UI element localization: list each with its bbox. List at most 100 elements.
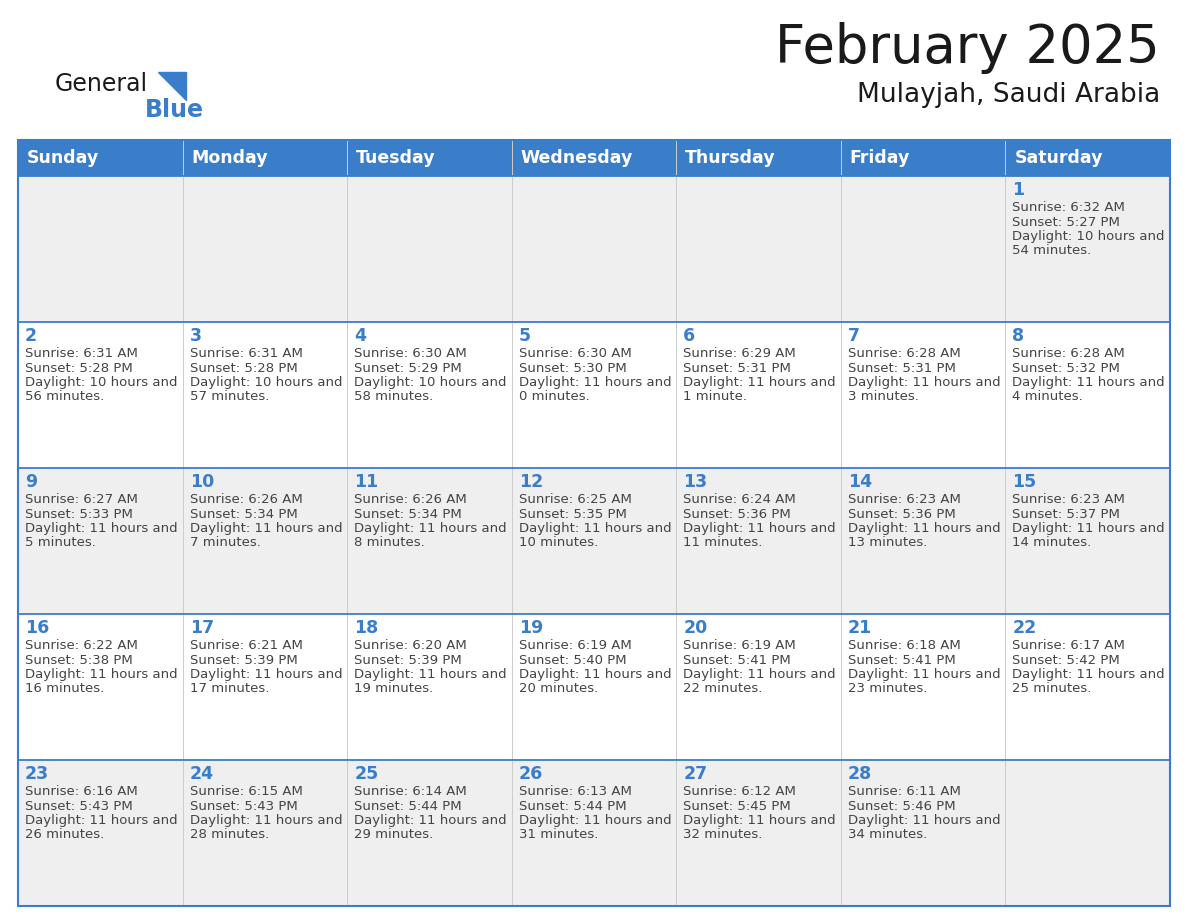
Polygon shape: [158, 72, 187, 100]
Text: Thursday: Thursday: [685, 149, 776, 167]
Text: 16 minutes.: 16 minutes.: [25, 682, 105, 696]
Text: Sunset: 5:34 PM: Sunset: 5:34 PM: [354, 508, 462, 521]
Text: Sunrise: 6:14 AM: Sunrise: 6:14 AM: [354, 785, 467, 798]
Text: 22 minutes.: 22 minutes.: [683, 682, 763, 696]
Bar: [18, 322, 1170, 468]
Text: 6: 6: [683, 327, 695, 345]
Text: 8: 8: [1012, 327, 1024, 345]
Text: 4: 4: [354, 327, 366, 345]
Text: Sunset: 5:31 PM: Sunset: 5:31 PM: [848, 362, 955, 375]
Text: 14 minutes.: 14 minutes.: [1012, 536, 1092, 550]
Text: 28 minutes.: 28 minutes.: [190, 829, 268, 842]
Text: Daylight: 11 hours and: Daylight: 11 hours and: [848, 522, 1000, 535]
Text: Sunset: 5:46 PM: Sunset: 5:46 PM: [848, 800, 955, 812]
Text: Daylight: 11 hours and: Daylight: 11 hours and: [683, 814, 836, 827]
Text: Daylight: 11 hours and: Daylight: 11 hours and: [848, 376, 1000, 389]
Text: Sunrise: 6:29 AM: Sunrise: 6:29 AM: [683, 347, 796, 360]
Text: Daylight: 10 hours and: Daylight: 10 hours and: [1012, 230, 1165, 243]
Text: Daylight: 11 hours and: Daylight: 11 hours and: [848, 814, 1000, 827]
Text: Daylight: 11 hours and: Daylight: 11 hours and: [190, 814, 342, 827]
Text: Daylight: 11 hours and: Daylight: 11 hours and: [848, 668, 1000, 681]
Text: Sunrise: 6:27 AM: Sunrise: 6:27 AM: [25, 493, 138, 506]
Text: Sunset: 5:37 PM: Sunset: 5:37 PM: [1012, 508, 1120, 521]
Text: 56 minutes.: 56 minutes.: [25, 390, 105, 404]
Text: Sunrise: 6:13 AM: Sunrise: 6:13 AM: [519, 785, 632, 798]
Text: 17 minutes.: 17 minutes.: [190, 682, 268, 696]
Text: 54 minutes.: 54 minutes.: [1012, 244, 1092, 258]
Text: Daylight: 11 hours and: Daylight: 11 hours and: [519, 522, 671, 535]
Text: Sunset: 5:29 PM: Sunset: 5:29 PM: [354, 362, 462, 375]
Text: Mulayjah, Saudi Arabia: Mulayjah, Saudi Arabia: [857, 82, 1159, 108]
Text: 8 minutes.: 8 minutes.: [354, 536, 425, 550]
Bar: [18, 176, 1170, 322]
Text: 12: 12: [519, 473, 543, 491]
Text: Sunset: 5:30 PM: Sunset: 5:30 PM: [519, 362, 626, 375]
Text: 28: 28: [848, 765, 872, 783]
Text: Sunset: 5:40 PM: Sunset: 5:40 PM: [519, 654, 626, 666]
Text: Daylight: 11 hours and: Daylight: 11 hours and: [519, 668, 671, 681]
Text: Sunset: 5:36 PM: Sunset: 5:36 PM: [683, 508, 791, 521]
Text: Sunset: 5:39 PM: Sunset: 5:39 PM: [190, 654, 297, 666]
Text: Daylight: 11 hours and: Daylight: 11 hours and: [190, 522, 342, 535]
Text: Daylight: 11 hours and: Daylight: 11 hours and: [683, 522, 836, 535]
Text: Friday: Friday: [849, 149, 910, 167]
Text: Sunrise: 6:26 AM: Sunrise: 6:26 AM: [190, 493, 302, 506]
Text: 11: 11: [354, 473, 379, 491]
Text: Saturday: Saturday: [1015, 149, 1102, 167]
Bar: [18, 614, 1170, 760]
Text: Sunrise: 6:24 AM: Sunrise: 6:24 AM: [683, 493, 796, 506]
Text: Sunrise: 6:32 AM: Sunrise: 6:32 AM: [1012, 201, 1125, 214]
Bar: [18, 468, 1170, 614]
Text: Wednesday: Wednesday: [520, 149, 633, 167]
Text: Sunrise: 6:30 AM: Sunrise: 6:30 AM: [354, 347, 467, 360]
Text: Daylight: 11 hours and: Daylight: 11 hours and: [1012, 376, 1165, 389]
Text: 19: 19: [519, 619, 543, 637]
Text: Sunset: 5:41 PM: Sunset: 5:41 PM: [848, 654, 955, 666]
Text: Daylight: 11 hours and: Daylight: 11 hours and: [190, 668, 342, 681]
Text: 7: 7: [848, 327, 860, 345]
Text: Sunset: 5:39 PM: Sunset: 5:39 PM: [354, 654, 462, 666]
Text: Sunrise: 6:28 AM: Sunrise: 6:28 AM: [1012, 347, 1125, 360]
Text: Daylight: 11 hours and: Daylight: 11 hours and: [354, 522, 507, 535]
Text: 0 minutes.: 0 minutes.: [519, 390, 589, 404]
Text: 21: 21: [848, 619, 872, 637]
Text: 5 minutes.: 5 minutes.: [25, 536, 96, 550]
Text: Sunrise: 6:30 AM: Sunrise: 6:30 AM: [519, 347, 632, 360]
Bar: [18, 140, 1170, 906]
Text: 15: 15: [1012, 473, 1037, 491]
Text: Sunrise: 6:21 AM: Sunrise: 6:21 AM: [190, 639, 303, 652]
Text: Sunrise: 6:19 AM: Sunrise: 6:19 AM: [519, 639, 632, 652]
Text: Daylight: 11 hours and: Daylight: 11 hours and: [683, 668, 836, 681]
Text: 13: 13: [683, 473, 707, 491]
Text: 17: 17: [190, 619, 214, 637]
Text: Daylight: 11 hours and: Daylight: 11 hours and: [519, 814, 671, 827]
Text: 3 minutes.: 3 minutes.: [848, 390, 918, 404]
Text: Daylight: 11 hours and: Daylight: 11 hours and: [519, 376, 671, 389]
Text: 26: 26: [519, 765, 543, 783]
Text: Sunrise: 6:20 AM: Sunrise: 6:20 AM: [354, 639, 467, 652]
Text: 11 minutes.: 11 minutes.: [683, 536, 763, 550]
Text: Sunset: 5:38 PM: Sunset: 5:38 PM: [25, 654, 133, 666]
Text: Sunset: 5:28 PM: Sunset: 5:28 PM: [190, 362, 297, 375]
Text: Sunrise: 6:22 AM: Sunrise: 6:22 AM: [25, 639, 138, 652]
Text: February 2025: February 2025: [776, 22, 1159, 74]
Text: Monday: Monday: [191, 149, 268, 167]
Text: 29 minutes.: 29 minutes.: [354, 829, 434, 842]
Text: 19 minutes.: 19 minutes.: [354, 682, 434, 696]
Text: Daylight: 11 hours and: Daylight: 11 hours and: [683, 376, 836, 389]
Text: Sunrise: 6:23 AM: Sunrise: 6:23 AM: [848, 493, 961, 506]
Text: Sunrise: 6:15 AM: Sunrise: 6:15 AM: [190, 785, 303, 798]
Text: Sunrise: 6:23 AM: Sunrise: 6:23 AM: [1012, 493, 1125, 506]
Text: Sunrise: 6:31 AM: Sunrise: 6:31 AM: [25, 347, 138, 360]
Text: Sunrise: 6:26 AM: Sunrise: 6:26 AM: [354, 493, 467, 506]
Text: 10: 10: [190, 473, 214, 491]
Text: 34 minutes.: 34 minutes.: [848, 829, 927, 842]
Text: Sunrise: 6:11 AM: Sunrise: 6:11 AM: [848, 785, 961, 798]
Text: 13 minutes.: 13 minutes.: [848, 536, 927, 550]
Text: Daylight: 11 hours and: Daylight: 11 hours and: [1012, 522, 1165, 535]
Text: Sunset: 5:45 PM: Sunset: 5:45 PM: [683, 800, 791, 812]
Text: 18: 18: [354, 619, 379, 637]
Text: 57 minutes.: 57 minutes.: [190, 390, 268, 404]
Text: Sunset: 5:35 PM: Sunset: 5:35 PM: [519, 508, 626, 521]
Text: 20: 20: [683, 619, 708, 637]
